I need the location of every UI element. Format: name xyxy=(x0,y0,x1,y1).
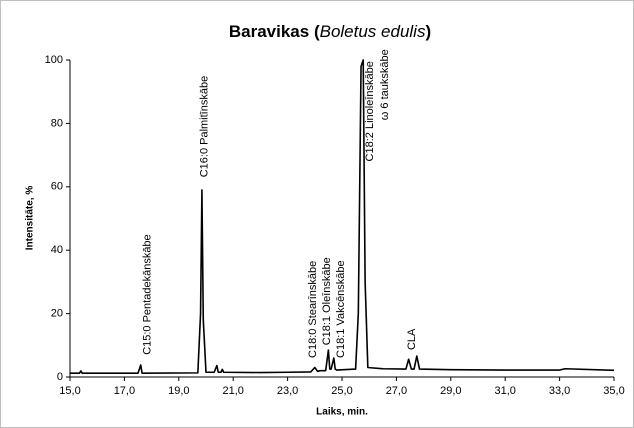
title-part: Baravikas ( xyxy=(229,22,320,41)
peak-annotation: C18:2 Linoleīnskābe xyxy=(364,61,376,161)
x-tick-label: 21,0 xyxy=(222,385,243,397)
x-tick-label: 27,0 xyxy=(386,385,407,397)
chart-title: Baravikas (Boletus edulis) xyxy=(229,22,431,41)
x-tick-label: 25,0 xyxy=(331,385,352,397)
y-tick-label: 60 xyxy=(51,181,63,193)
x-tick-label: 15,0 xyxy=(59,385,80,397)
x-axis-label: Laiks, min. xyxy=(316,407,368,418)
peak-annotation: CLA xyxy=(406,328,418,350)
title-part: Boletus edulis xyxy=(320,22,426,41)
x-tick-label: 19,0 xyxy=(168,385,189,397)
x-tick-label: 23,0 xyxy=(277,385,298,397)
x-tick-label: 29,0 xyxy=(440,385,461,397)
y-tick-label: 80 xyxy=(51,117,63,129)
x-tick-label: 31,0 xyxy=(494,385,515,397)
y-tick-label: 20 xyxy=(51,308,63,320)
peak-annotation: C16:0 Palmitīnskābe xyxy=(199,76,211,178)
y-tick-label: 40 xyxy=(51,244,63,256)
title-part: ) xyxy=(425,22,431,41)
y-tick-label: 100 xyxy=(45,54,63,66)
peak-annotation: C18:1 Vakcēnskābe xyxy=(335,260,347,358)
x-tick-label: 17,0 xyxy=(114,385,135,397)
x-tick-label: 33,0 xyxy=(549,385,570,397)
peak-annotation: ω 6 taukskābe xyxy=(379,49,391,120)
line xyxy=(70,59,615,374)
peak-annotation: C18:1 Oleīnskābe xyxy=(321,257,333,345)
y-axis-label: Intensitāte, % xyxy=(25,186,36,251)
y-tick-label: 0 xyxy=(57,371,63,383)
peak-annotation: C15:0 Pentadekānskābe xyxy=(141,234,153,354)
peak-annotation: C18:0 Stearīnskābe xyxy=(307,261,319,358)
x-tick-label: 35,0 xyxy=(603,385,624,397)
